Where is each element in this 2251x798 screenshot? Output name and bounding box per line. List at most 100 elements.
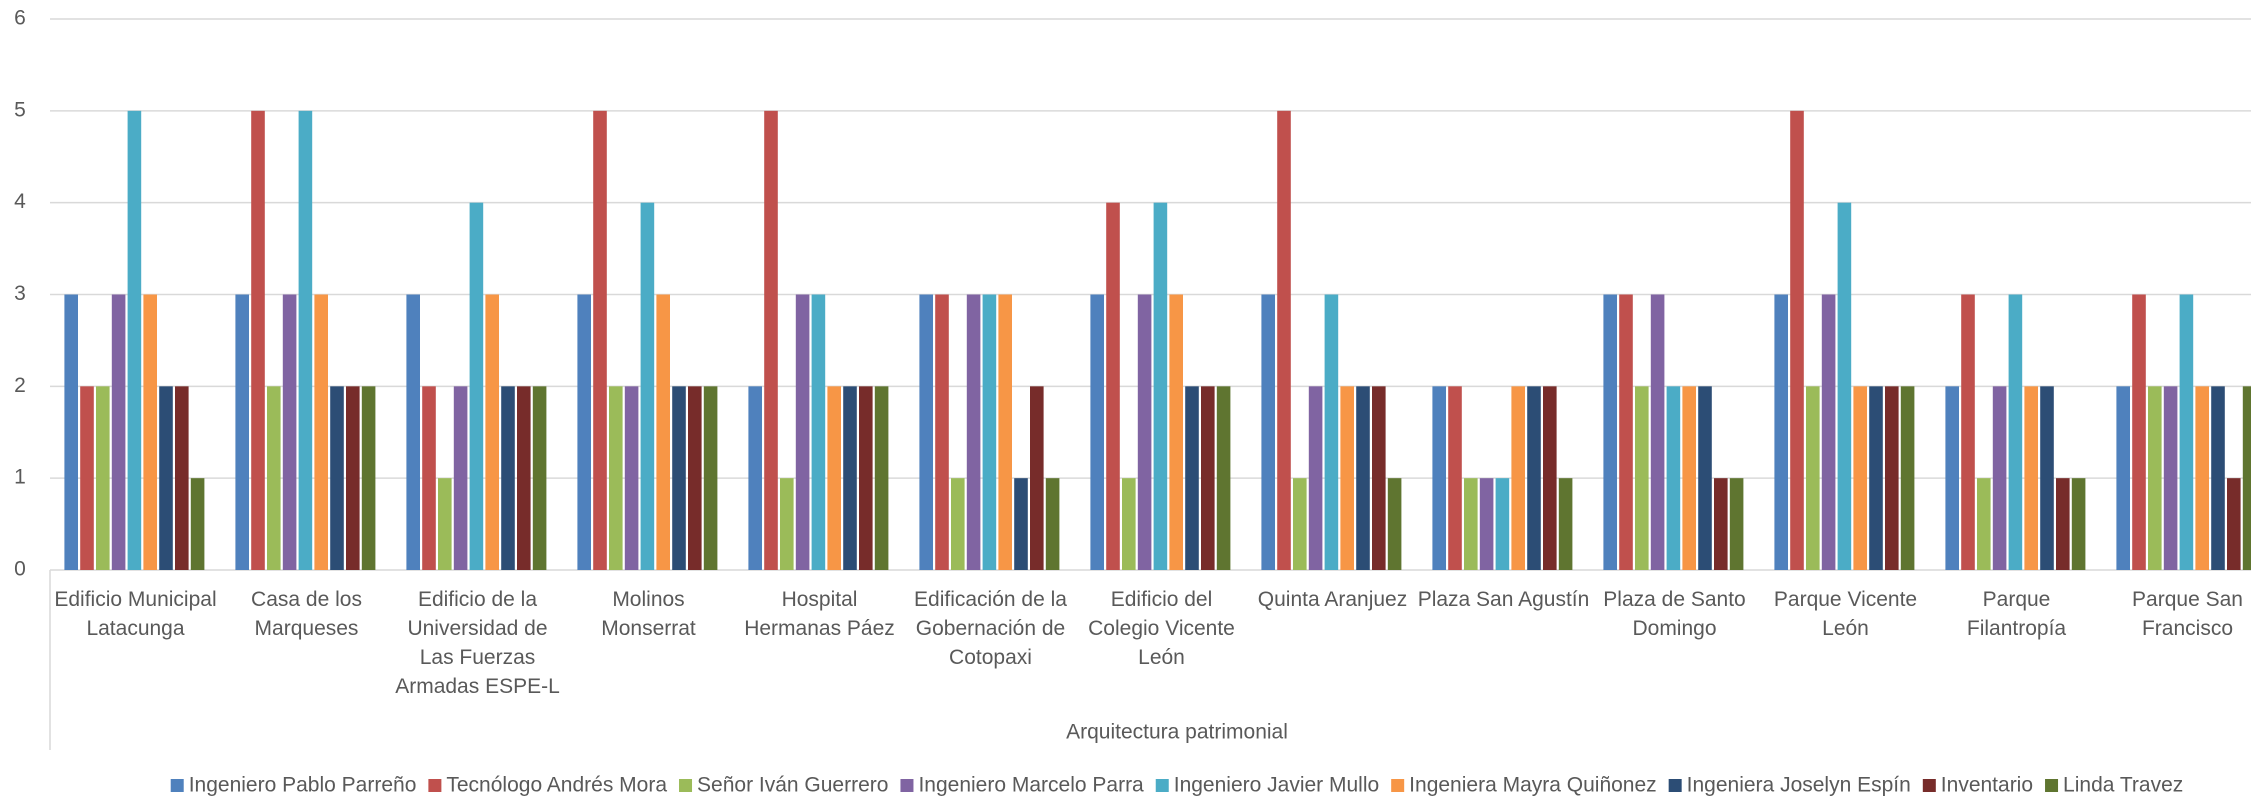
bar: [1045, 478, 1060, 570]
y-tick-label: 5: [14, 98, 26, 121]
bar: [1869, 386, 1883, 570]
bar: [2163, 386, 2178, 570]
legend-label: Señor Iván Guerrero: [697, 774, 888, 797]
legend-swatch: [679, 779, 693, 792]
bar: [1682, 386, 1696, 570]
bar: [1821, 294, 1836, 570]
bar: [1945, 386, 1959, 570]
bar: [1185, 386, 1199, 570]
bar: [703, 386, 718, 570]
bar: [1527, 386, 1541, 570]
legend: Ingeniero Pablo Parreño Tecnólogo Andrés …: [170, 774, 2183, 797]
bar: [346, 386, 360, 570]
bar: [438, 478, 452, 570]
bar: [640, 202, 655, 570]
legend-label: Ingeniero Marcelo Parra: [918, 774, 1144, 797]
bar: [1464, 478, 1478, 570]
x-tick-label: Edificio de la Universidad de Las Fuerzas A…: [395, 588, 560, 698]
bar: [469, 202, 484, 570]
legend-label: Inventario: [1941, 774, 2033, 797]
legend-swatch: [900, 779, 914, 792]
bar: [1340, 386, 1354, 570]
legend-label: Ingeniero Javier Mullo: [1174, 774, 1379, 797]
bar: [1448, 386, 1462, 570]
bar: [1900, 386, 1915, 570]
bar: [1387, 478, 1402, 570]
bar: [1714, 478, 1728, 570]
x-tick-label: Molinos Monserrat: [601, 588, 696, 640]
y-tick-label: 0: [14, 558, 26, 581]
bar: [1090, 294, 1104, 570]
legend-swatch: [170, 779, 184, 792]
bar: [859, 386, 873, 570]
bar: [2211, 386, 2225, 570]
x-tick-label: Quinta Aranjuez: [1258, 588, 1407, 611]
bar: [314, 294, 328, 570]
bar: [609, 386, 623, 570]
bar: [593, 110, 607, 570]
bar: [748, 386, 762, 570]
bar: [998, 294, 1012, 570]
bar: [2195, 386, 2209, 570]
bar: [982, 294, 997, 570]
bar: [1961, 294, 1975, 570]
bar: [1137, 294, 1152, 570]
bar: [843, 386, 857, 570]
bar: [2116, 386, 2130, 570]
bar: [951, 478, 965, 570]
bar: [577, 294, 591, 570]
y-tick-label: 3: [14, 282, 26, 305]
bar: [1201, 386, 1215, 570]
bar: [1277, 110, 1291, 570]
bar: [532, 386, 547, 570]
bar: [1479, 478, 1494, 570]
bar: [874, 386, 889, 570]
bar: [175, 386, 189, 570]
bar: [1372, 386, 1386, 570]
bar: [1543, 386, 1557, 570]
bar: [64, 294, 78, 570]
legend-label: Tecnólogo Andrés Mora: [446, 774, 667, 797]
bar: [330, 386, 344, 570]
bar: [1837, 202, 1852, 570]
bar: [624, 386, 639, 570]
bar: [1790, 110, 1804, 570]
bar: [1885, 386, 1899, 570]
bar: [1122, 478, 1136, 570]
bar: [1324, 294, 1339, 570]
legend-label: Ingeniera Joselyn Espín: [1687, 774, 1911, 797]
legend-swatch: [1155, 779, 1169, 792]
bar: [1666, 386, 1681, 570]
bar: [1432, 386, 1446, 570]
bar: [2040, 386, 2054, 570]
bar: [2132, 294, 2146, 570]
bar: [1261, 294, 1275, 570]
bar: [1495, 478, 1510, 570]
bar: [2148, 386, 2162, 570]
bar: [1650, 294, 1665, 570]
bar: [406, 294, 420, 570]
bar: [1635, 386, 1649, 570]
y-tick-label: 4: [14, 190, 26, 213]
bar: [2008, 294, 2023, 570]
bar: [111, 294, 126, 570]
x-tick-label: Hospital Hermanas Páez: [744, 588, 895, 640]
y-tick-label: 2: [14, 374, 26, 397]
bar: [1293, 478, 1307, 570]
x-tick-label: Casa de los Marqueses: [251, 588, 362, 640]
bar: [1106, 202, 1120, 570]
bar: [1977, 478, 1991, 570]
bar: [2071, 478, 2086, 570]
legend-swatch: [428, 779, 442, 792]
bar: [143, 294, 157, 570]
bar: [1698, 386, 1712, 570]
bar: [811, 294, 826, 570]
bar: [1308, 386, 1323, 570]
bar: [1030, 386, 1044, 570]
bar: [1558, 478, 1573, 570]
bar: [159, 386, 173, 570]
bar: [453, 386, 468, 570]
bar: [780, 478, 794, 570]
bar: [1356, 386, 1370, 570]
